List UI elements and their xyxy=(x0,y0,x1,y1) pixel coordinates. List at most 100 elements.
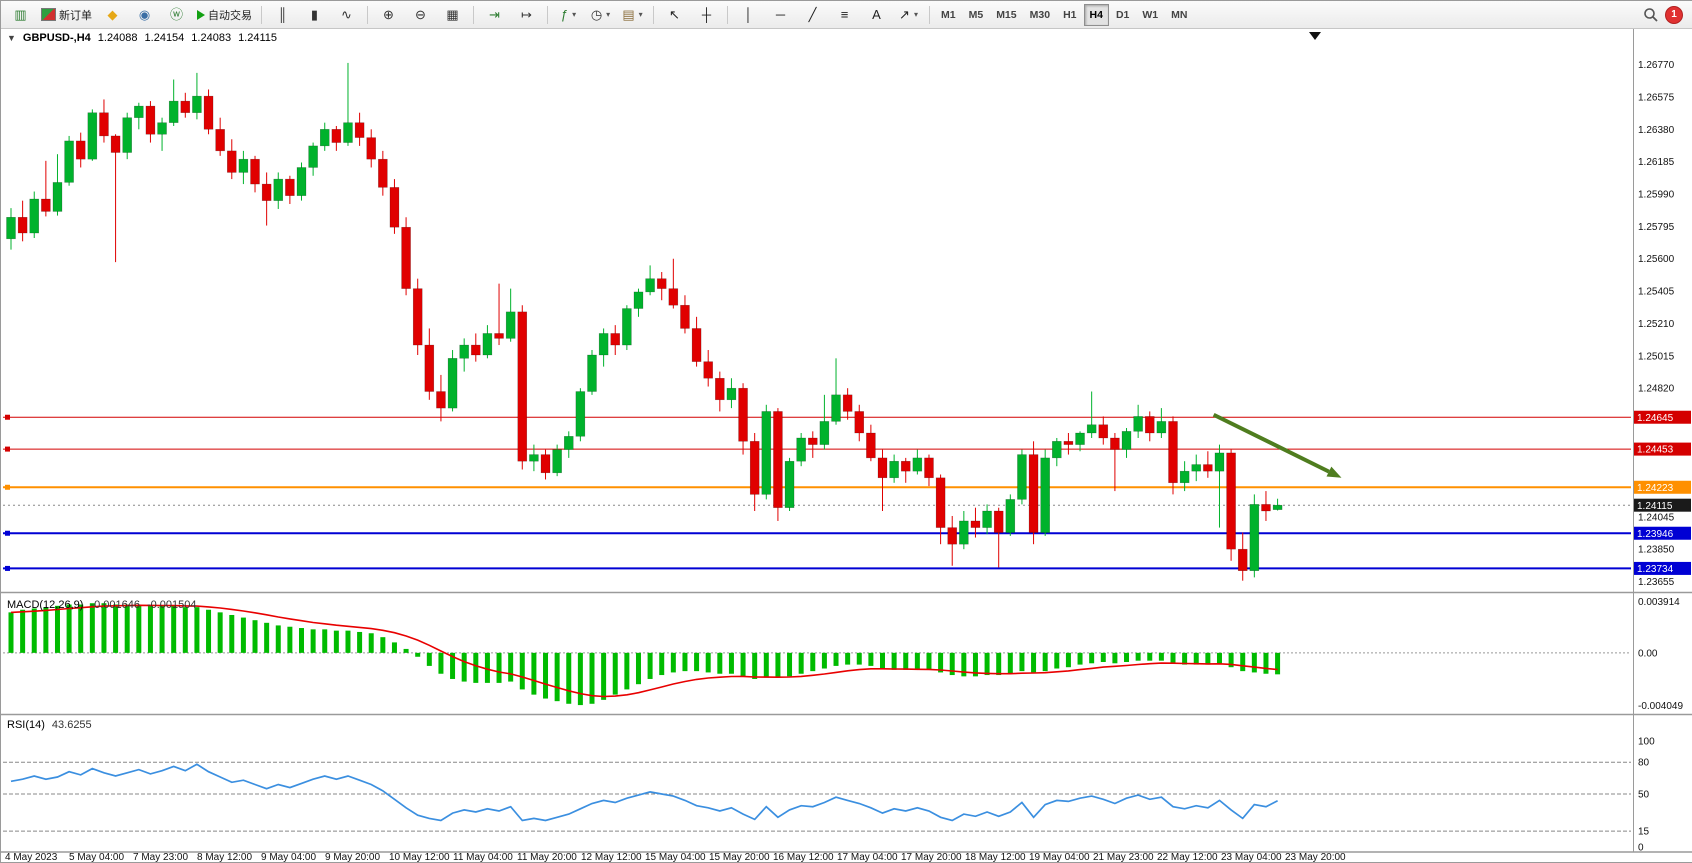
macd-bar xyxy=(914,652,920,670)
timeframe-button-M15[interactable]: M15 xyxy=(996,8,1017,21)
timeframe-button-H4[interactable]: H4 xyxy=(1083,3,1109,26)
zoom-out-button[interactable]: ⊖ xyxy=(405,3,436,27)
candle-up xyxy=(889,460,899,479)
macd-bar xyxy=(1124,652,1130,662)
periods-button[interactable]: ◷ ▾ xyxy=(585,3,616,27)
candle-up xyxy=(459,344,469,359)
macd-bar xyxy=(1077,652,1083,665)
line-anchor-handle[interactable] xyxy=(5,414,10,420)
timeframe-button-H1[interactable]: H1 xyxy=(1063,8,1077,21)
line-chart-icon: ∿ xyxy=(341,7,352,22)
macd-bar xyxy=(182,607,188,653)
autotrading-button[interactable]: 自动交易 xyxy=(193,3,256,27)
price-tick-label: 1.26575 xyxy=(1638,92,1675,103)
search-icon[interactable] xyxy=(1642,6,1660,24)
candlestick-chart-button[interactable]: ▮ xyxy=(299,3,330,27)
macd-bar xyxy=(589,652,595,704)
horizontal-line-button[interactable]: ─ xyxy=(765,3,796,27)
macd-bar xyxy=(380,637,386,653)
candle-up xyxy=(831,394,841,422)
tile-windows-button[interactable]: ▦ xyxy=(437,3,468,27)
templates-button[interactable]: ▤ ▾ xyxy=(617,3,648,27)
macd-bar xyxy=(694,652,700,672)
macd-bar xyxy=(1240,652,1246,672)
candle-up xyxy=(564,436,574,450)
timeframe-button-M1[interactable]: M1 xyxy=(941,8,956,21)
macd-bar xyxy=(1007,652,1013,674)
macd-bar xyxy=(438,652,444,674)
timeframe-button-M30[interactable]: M30 xyxy=(1029,8,1051,21)
chart-area: 1.26770 1.26575 1.26380 1.26185 1.25990 1.257… xyxy=(1,29,1692,862)
indicators-icon: ƒ xyxy=(560,7,569,22)
candle-up xyxy=(552,449,562,474)
candle-down xyxy=(424,344,435,392)
price-tick-label: 1.23850 xyxy=(1638,545,1675,556)
timeframe-button-MN[interactable]: MN xyxy=(1171,8,1188,21)
price-badge xyxy=(1634,480,1691,494)
auto-scroll-icon: ⇥ xyxy=(489,7,500,22)
new-chart-button[interactable]: ▥ xyxy=(5,3,36,27)
macd-bar xyxy=(891,652,897,670)
line-anchor-handle[interactable] xyxy=(5,530,10,536)
macd-bar xyxy=(577,652,583,706)
vertical-line-button[interactable]: │ xyxy=(733,3,764,27)
timeframe-button-M5[interactable]: M5 xyxy=(968,8,984,21)
market-button[interactable]: ⓦ xyxy=(161,3,192,27)
cursor-button[interactable]: ↖ xyxy=(659,3,690,27)
candle-up xyxy=(959,520,969,545)
date-label: 4 May 2023 xyxy=(5,852,58,862)
price-tick-label: 1.25990 xyxy=(1638,190,1675,201)
trend-arrow-head[interactable] xyxy=(1326,466,1342,478)
macd-bar xyxy=(1216,652,1222,664)
line-chart-button[interactable]: ∿ xyxy=(331,3,362,27)
zoom-in-button[interactable]: ⊕ xyxy=(373,3,404,27)
line-anchor-handle[interactable] xyxy=(5,446,10,452)
trendline-button[interactable]: ╱ xyxy=(797,3,828,27)
macd-bar xyxy=(775,652,781,678)
candle-down xyxy=(1110,437,1120,450)
candle-down xyxy=(436,391,446,409)
timeframe-button-W1[interactable]: W1 xyxy=(1142,8,1159,21)
profile-button[interactable]: ◉ xyxy=(129,3,160,27)
date-label: 9 May 04:00 xyxy=(261,852,316,862)
candle-up xyxy=(296,167,307,196)
candle-down xyxy=(331,129,342,143)
macd-bar xyxy=(473,652,479,683)
macd-bar xyxy=(519,652,525,690)
macd-bar xyxy=(20,609,26,653)
cursor-icon: ↖ xyxy=(669,7,680,22)
text-button[interactable]: A xyxy=(861,3,892,27)
macd-bar xyxy=(461,652,467,682)
candle-down xyxy=(1063,441,1074,445)
candlestick-chart-icon: ▮ xyxy=(310,7,319,22)
candle-down xyxy=(1028,454,1039,533)
chart-canvas[interactable]: 1.26770 1.26575 1.26380 1.26185 1.25990 1.257… xyxy=(1,29,1692,862)
auto-scroll-button[interactable]: ⇥ xyxy=(479,3,510,27)
new-order-button[interactable]: 新订单 xyxy=(37,3,96,27)
macd-bar xyxy=(1042,652,1048,672)
bar-chart-button[interactable]: ║ xyxy=(267,3,298,27)
trend-arrow[interactable] xyxy=(1212,412,1330,474)
price-badge xyxy=(1634,410,1691,424)
candle-up xyxy=(1191,464,1201,472)
fibonacci-button[interactable]: ≡ xyxy=(829,3,860,27)
candle-down xyxy=(656,278,667,289)
timeframe-button-D1[interactable]: D1 xyxy=(1115,8,1130,21)
chart-shift-button[interactable]: ↦ xyxy=(511,3,542,27)
arrows-button[interactable]: ↗ ▾ xyxy=(893,3,924,27)
macd-bar xyxy=(961,652,967,677)
line-anchor-handle[interactable] xyxy=(5,484,10,490)
candle-up xyxy=(633,291,644,309)
price-tick-label: 1.26185 xyxy=(1638,157,1675,168)
macd-bar xyxy=(601,652,607,700)
tile-windows-icon: ▦ xyxy=(446,7,459,22)
collapse-chart-icon[interactable]: ▼ xyxy=(7,33,16,43)
candle-down xyxy=(203,95,214,130)
candle-down xyxy=(935,477,946,528)
indicators-button[interactable]: ƒ ▾ xyxy=(553,3,584,27)
notification-badge[interactable]: 1 xyxy=(1665,5,1683,24)
macd-bar xyxy=(415,652,421,657)
community-button[interactable]: ◆ xyxy=(97,3,128,27)
crosshair-button[interactable]: ┼ xyxy=(691,3,722,27)
line-anchor-handle[interactable] xyxy=(5,565,10,571)
